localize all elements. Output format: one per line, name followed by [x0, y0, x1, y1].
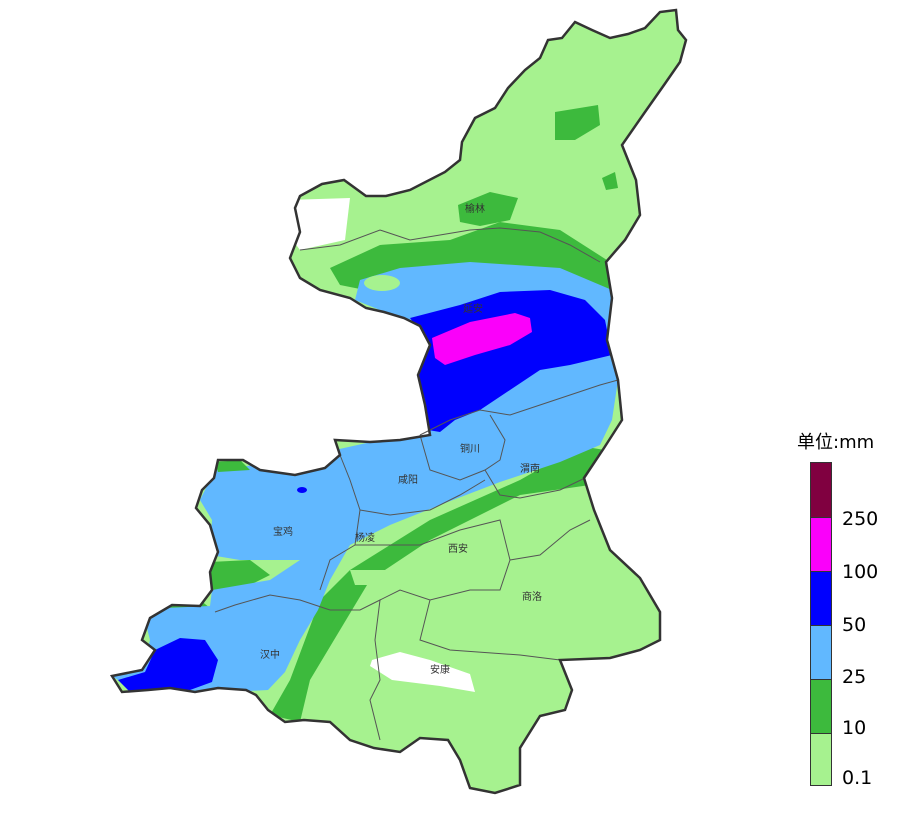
city-label-shangluo: 商洛 — [522, 590, 542, 603]
zone-50-100-dot — [297, 487, 307, 493]
city-label-yangling: 杨凌 — [355, 531, 375, 544]
zone-10-25-north — [555, 105, 600, 140]
zone-50-100-hanzhong — [118, 638, 218, 692]
city-labels: 榆林 延安 铜川 渭南 咸阳 宝鸡 杨凌 西安 商洛 汉中 安康 — [260, 202, 542, 676]
zone-10-25-nw-tip — [215, 460, 250, 472]
zone-10-25-yulin — [458, 192, 518, 226]
city-label-baoji: 宝鸡 — [273, 525, 293, 538]
legend-swatch-250 — [811, 463, 831, 517]
zone-10-25-baoji — [210, 560, 270, 592]
city-label-yulin: 榆林 — [465, 202, 485, 215]
city-label-yanan: 延安 — [463, 302, 483, 315]
legend-title: 单位:mm — [797, 432, 875, 453]
legend-label-0-1: 0.1 — [842, 767, 873, 789]
legend-swatch-10 — [811, 679, 831, 733]
nodata-patch-ankang — [370, 652, 475, 692]
nodata-patch-north — [285, 198, 350, 250]
legend-label-250: 250 — [842, 508, 879, 530]
zone-50-100-yanan — [410, 290, 612, 432]
city-label-tongchuan: 铜川 — [460, 443, 480, 455]
city-label-weinan: 渭南 — [520, 462, 540, 475]
legend-label-100: 100 — [842, 561, 879, 583]
city-label-xianyang: 咸阳 — [398, 474, 418, 486]
zone-0-1-xian-strip — [350, 570, 435, 585]
legend-label-10: 10 — [842, 717, 867, 739]
zone-100-250 — [432, 313, 532, 365]
legend-swatch-0-1 — [811, 733, 831, 785]
zone-10-25-belt-south — [270, 446, 605, 722]
legend-swatch-25 — [811, 625, 831, 679]
zone-10-25-patch — [602, 172, 618, 190]
zone-0-1-island — [364, 275, 400, 291]
legend-bar — [810, 462, 832, 786]
legend-label-50: 50 — [842, 614, 867, 636]
city-label-ankang: 安康 — [430, 663, 450, 676]
city-label-hanzhong: 汉中 — [260, 648, 280, 661]
legend-label-25: 25 — [842, 666, 867, 688]
legend-swatch-50 — [811, 571, 831, 625]
city-label-xian: 西安 — [448, 542, 468, 555]
legend-swatch-100 — [811, 517, 831, 571]
prefecture-boundaries — [214, 227, 619, 741]
